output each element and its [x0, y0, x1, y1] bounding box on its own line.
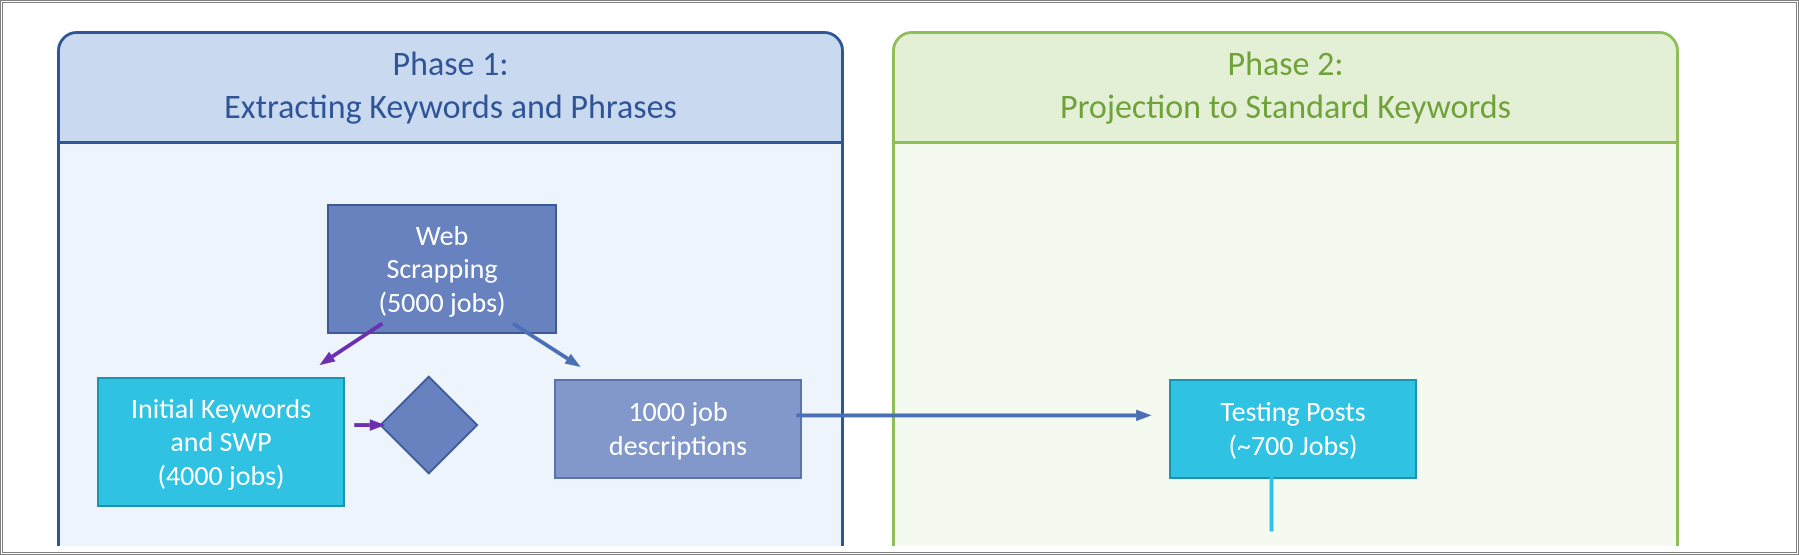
node-web-line1: Web — [378, 219, 505, 253]
node-1000-line2: descriptions — [609, 429, 747, 463]
node-web-line2: Scrapping — [378, 252, 505, 286]
phase1-title-line1: Phase 1: — [60, 44, 841, 87]
outer-frame: Phase 1: Extracting Keywords and Phrases… — [0, 0, 1799, 555]
phase1-header: Phase 1: Extracting Keywords and Phrases — [60, 34, 841, 144]
node-initial-line3: (4000 jobs) — [131, 459, 311, 493]
node-testing-line2: (~700 Jobs) — [1220, 429, 1365, 463]
phase1-title-line2: Extracting Keywords and Phrases — [60, 87, 841, 130]
phase2-title-line1: Phase 2: — [895, 44, 1676, 87]
node-testing-posts: Testing Posts (~700 Jobs) — [1169, 379, 1417, 479]
diagram-canvas: Phase 1: Extracting Keywords and Phrases… — [9, 9, 1790, 546]
node-web-line3: (5000 jobs) — [378, 286, 505, 320]
phase2-header: Phase 2: Projection to Standard Keywords — [895, 34, 1676, 144]
node-1000-line1: 1000 job — [609, 395, 747, 429]
node-initial-line1: Initial Keywords — [131, 392, 311, 426]
node-testing-line1: Testing Posts — [1220, 395, 1365, 429]
node-web-scrapping: Web Scrapping (5000 jobs) — [327, 204, 557, 334]
phase2-title-line2: Projection to Standard Keywords — [895, 87, 1676, 130]
node-initial-keywords: Initial Keywords and SWP (4000 jobs) — [97, 377, 345, 507]
node-1000-job-descriptions: 1000 job descriptions — [554, 379, 802, 479]
node-initial-line2: and SWP — [131, 425, 311, 459]
